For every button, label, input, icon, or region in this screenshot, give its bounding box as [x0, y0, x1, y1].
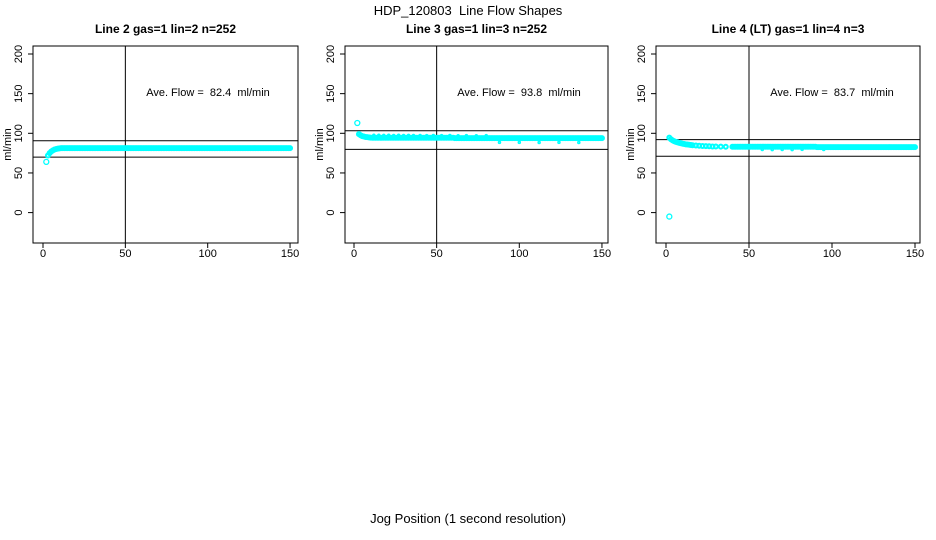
panel-3-title: Line 4 (LT) gas=1 lin=4 n=3 — [711, 22, 865, 36]
panel-1-ave-flow-annotation: Ave. Flow = 82.4 ml/min — [146, 87, 270, 99]
data-point — [770, 147, 774, 152]
data-point — [790, 147, 794, 152]
y-axis-tick-label: 100 — [325, 124, 337, 142]
data-point — [497, 140, 502, 145]
data-point — [431, 133, 436, 138]
data-point — [406, 133, 411, 138]
plot-box — [655, 45, 921, 244]
data-point — [439, 133, 444, 138]
data-point — [722, 143, 729, 150]
data-point — [912, 144, 918, 151]
y-axis-tick-label: 50 — [13, 167, 25, 179]
data-point — [800, 147, 804, 152]
y-axis-tick-label: 150 — [636, 84, 648, 102]
figure-title: HDP_120803 Line Flow Shapes — [373, 3, 563, 18]
x-axis-tick-label: 50 — [743, 248, 755, 260]
outlier-point — [666, 213, 673, 220]
x-axis-tick-label: 100 — [510, 248, 528, 260]
data-point — [386, 133, 391, 137]
y-axis-tick-label: 0 — [13, 210, 25, 216]
y-axis-tick-label: 200 — [325, 45, 337, 63]
data-point — [537, 140, 541, 145]
y-axis-tick-label: 200 — [13, 45, 25, 63]
y-axis-tick-label: 100 — [13, 124, 25, 142]
data-point — [456, 134, 460, 138]
data-point — [377, 133, 381, 137]
x-axis-label: Jog Position (1 second resolution) — [370, 511, 566, 526]
panel-2-ave-flow-annotation: Ave. Flow = 93.8 ml/min — [457, 87, 581, 99]
panel-3-ave-flow-annotation: Ave. Flow = 83.7 ml/min — [770, 87, 894, 99]
data-point — [424, 133, 429, 138]
data-point — [418, 133, 422, 138]
data-point — [448, 133, 452, 138]
data-point — [517, 140, 522, 145]
outlier-point — [43, 158, 50, 165]
x-axis-tick-label: 100 — [199, 248, 217, 260]
y-axis-label: ml/min — [625, 128, 637, 160]
x-axis-tick-label: 0 — [663, 248, 669, 260]
x-axis-tick-label: 50 — [431, 248, 443, 260]
data-point — [401, 133, 406, 138]
data-point — [598, 135, 605, 142]
data-point — [760, 147, 765, 152]
x-axis-tick-label: 150 — [281, 248, 299, 260]
data-point — [557, 140, 561, 145]
data-point — [372, 133, 376, 138]
x-axis-tick-label: 0 — [40, 248, 46, 260]
data-point — [780, 147, 784, 152]
data-point — [484, 133, 488, 138]
data-point — [712, 143, 719, 150]
data-point — [717, 143, 724, 150]
x-axis-tick-label: 100 — [823, 248, 841, 260]
x-axis-tick-label: 150 — [593, 248, 611, 260]
panel-1-title: Line 2 gas=1 lin=2 n=252 — [94, 22, 237, 36]
data-point — [821, 147, 826, 152]
x-axis-tick-label: 50 — [119, 248, 131, 260]
y-axis-tick-label: 50 — [636, 167, 648, 179]
data-point — [382, 133, 386, 138]
data-point — [396, 133, 401, 138]
x-axis-tick-label: 0 — [351, 248, 357, 260]
plot-box — [32, 45, 299, 244]
y-axis-tick-label: 0 — [636, 210, 648, 216]
y-axis-tick-label: 150 — [13, 84, 25, 102]
y-axis-tick-label: 200 — [636, 45, 648, 63]
y-axis-label: ml/min — [314, 128, 326, 160]
y-axis-tick-label: 100 — [636, 124, 648, 142]
y-axis-label: ml/min — [2, 128, 14, 160]
panel-2-title: Line 3 gas=1 lin=3 n=252 — [405, 22, 548, 36]
data-point — [411, 133, 416, 138]
plot-box — [344, 45, 609, 244]
y-axis-tick-label: 50 — [325, 167, 337, 179]
x-axis-tick-label: 150 — [906, 248, 924, 260]
y-axis-tick-label: 0 — [325, 210, 337, 216]
data-point — [391, 133, 396, 138]
data-point — [474, 134, 479, 138]
data-point — [577, 140, 581, 145]
data-point — [287, 145, 294, 152]
outlier-point — [354, 119, 361, 127]
y-axis-tick-label: 150 — [325, 84, 337, 102]
data-point — [464, 133, 469, 138]
